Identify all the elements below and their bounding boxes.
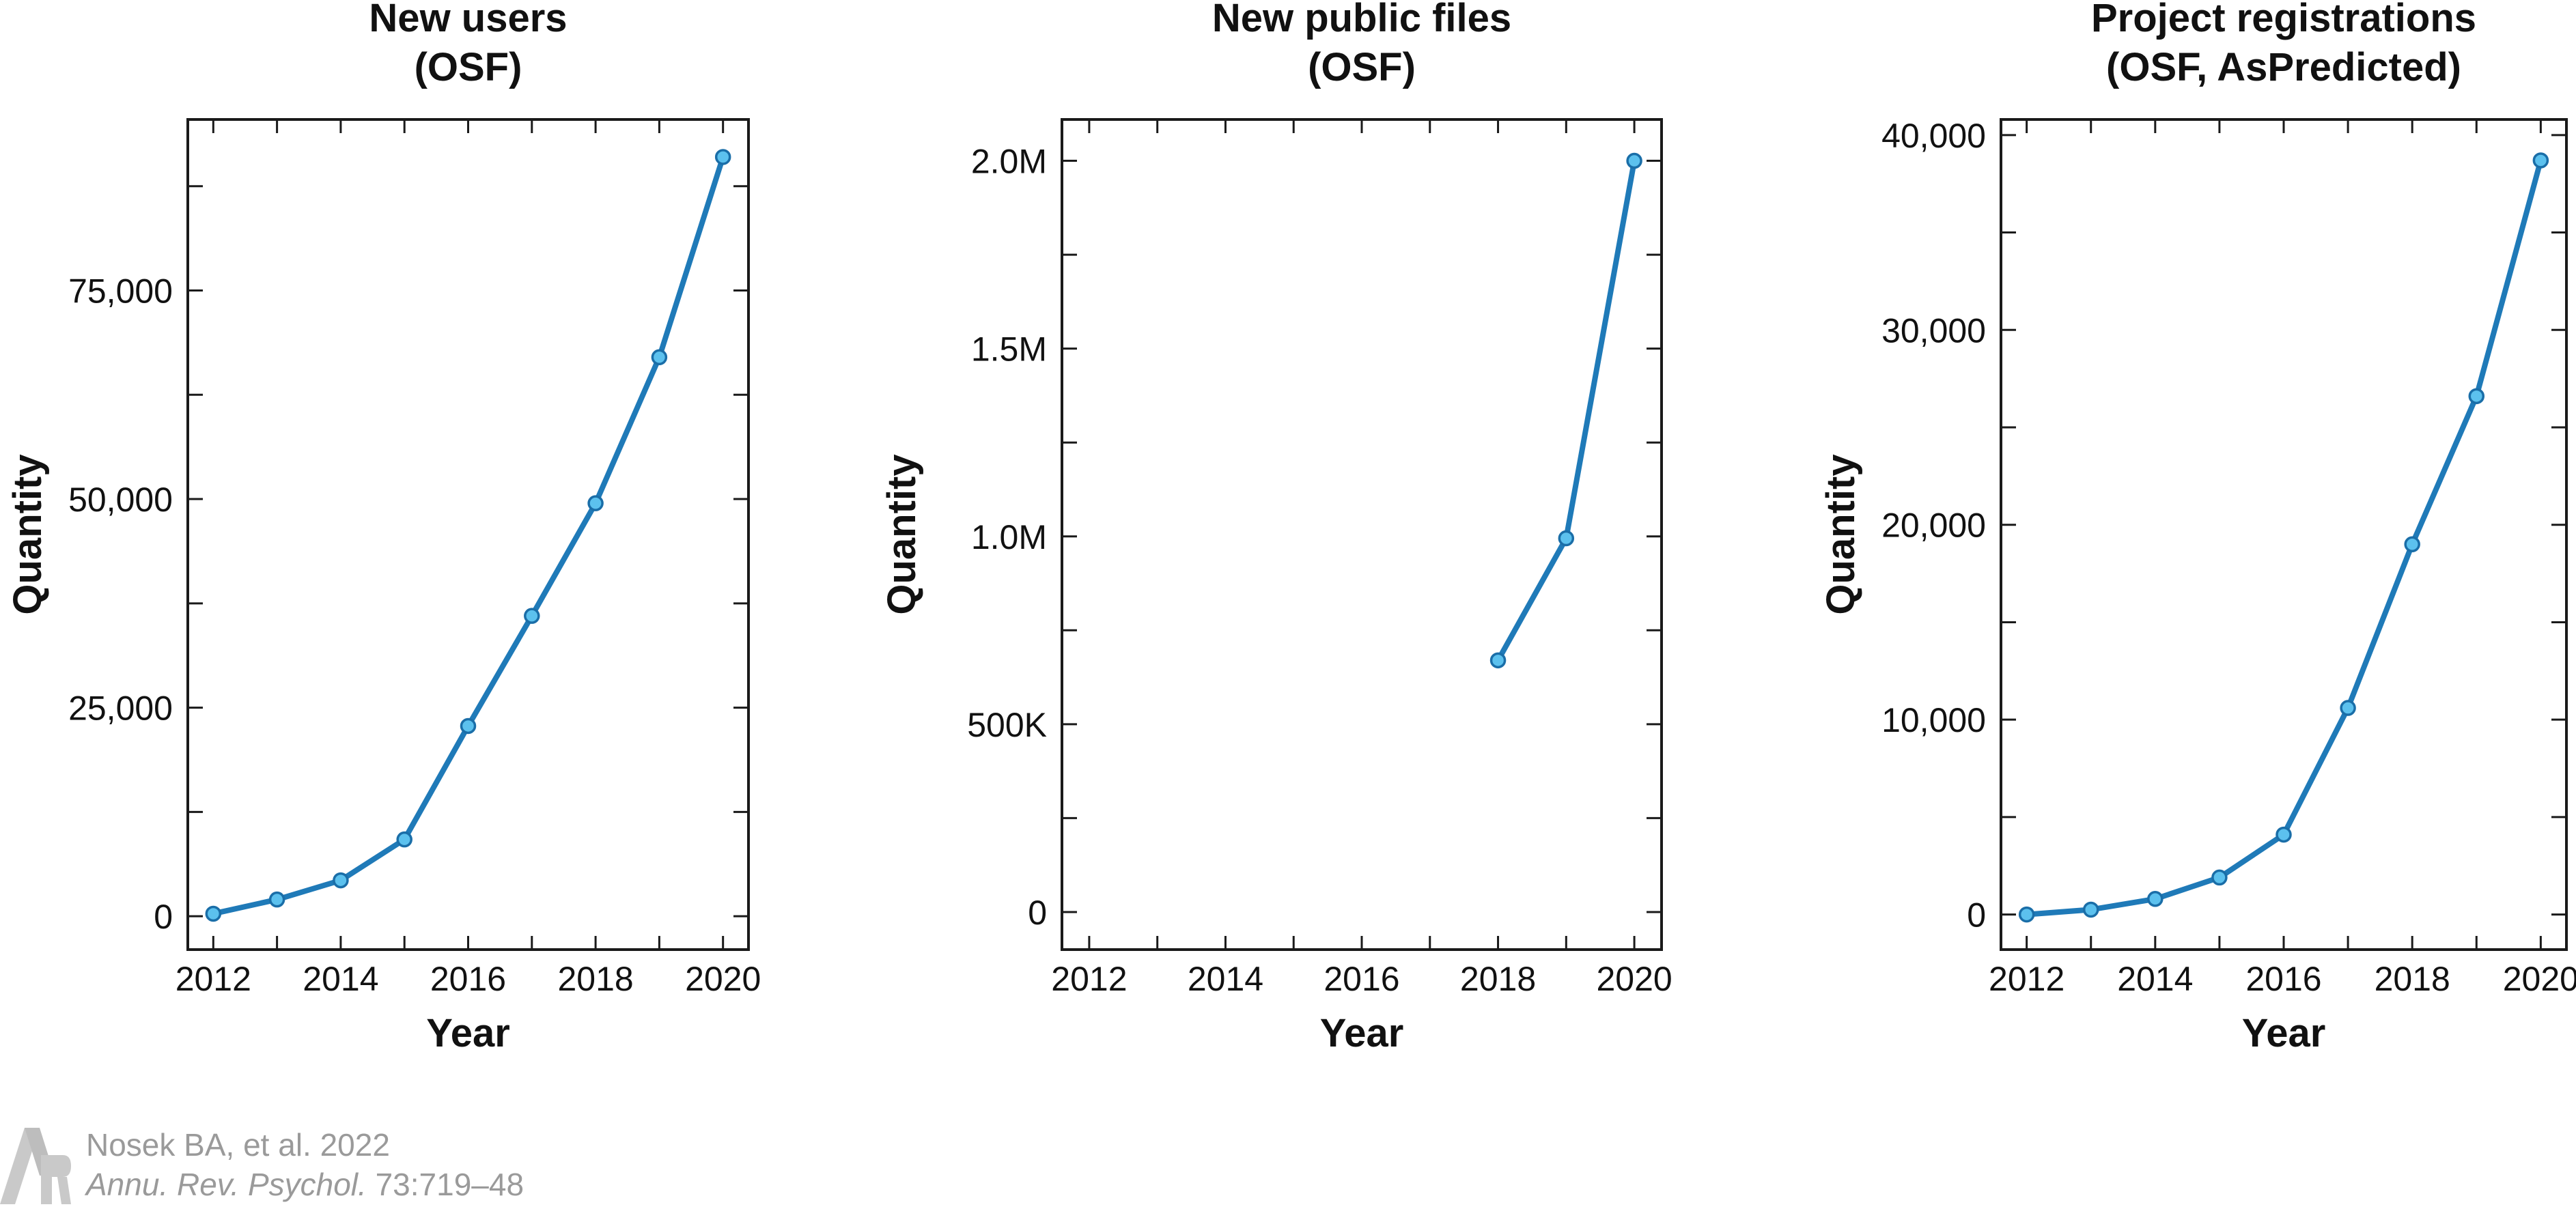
citation-volume: 73:719–48: [375, 1167, 524, 1202]
y-axis-label: Quantity: [880, 454, 924, 614]
data-point: [2404, 536, 2420, 553]
y-tick-label: 40,000: [1881, 117, 1986, 155]
x-tick-label: 2016: [430, 960, 506, 998]
y-tick-label: 0: [1967, 896, 1986, 935]
data-point: [396, 831, 412, 848]
x-tick-label: 2020: [1596, 960, 1672, 998]
x-tick-label: 2018: [1460, 960, 1536, 998]
x-tick-label: 2014: [1188, 960, 1263, 998]
data-point: [2340, 700, 2356, 716]
series-line: [1495, 158, 1638, 664]
x-tick-label: 2012: [1989, 960, 2064, 998]
chart-title-line-1: (OSF): [415, 45, 522, 89]
data-point: [1489, 652, 1507, 669]
x-tick-label: 2018: [2375, 960, 2450, 998]
panel-new-users: New users (OSF) 2012 2014 2016 2018 2020 0 25,00…: [5, 0, 761, 1055]
series-line: [210, 154, 726, 917]
citation-journal-line: Annu. Rev. Psychol. 73:719–48: [86, 1165, 701, 1204]
y-axis-label: Quantity: [1819, 454, 1863, 614]
plot-frame: [2000, 118, 2568, 951]
citation-journal: Annu. Rev. Psychol.: [86, 1167, 367, 1202]
x-axis-label: Year: [2242, 1011, 2326, 1055]
data-point: [2018, 906, 2035, 923]
x-tick-label: 2018: [557, 960, 633, 998]
panel-project-registrations: Project registrations (OSF, AsPredicted) 2…: [1819, 0, 2576, 1055]
x-axis-label: Year: [426, 1011, 510, 1055]
x-tick-label: 2012: [1051, 960, 1127, 998]
data-point: [2532, 152, 2549, 169]
y-tick-label: 1.0M: [971, 518, 1047, 556]
x-tick-label: 2014: [303, 960, 378, 998]
panel-new-public-files: New public files (OSF) 2012 2014 2016 2018 202…: [880, 0, 1672, 1055]
x-tick-label: 2016: [1324, 960, 1399, 998]
data-point: [651, 349, 668, 366]
y-tick-label: 20,000: [1881, 507, 1986, 545]
data-point: [2211, 869, 2228, 886]
data-point: [268, 891, 285, 908]
data-point: [2082, 901, 2099, 918]
data-point: [2276, 826, 2292, 843]
chart-title-line-0: Project registrations: [2091, 0, 2476, 40]
x-tick-label: 2014: [2117, 960, 2193, 998]
data-point: [1558, 530, 1575, 547]
y-tick-label: 2.0M: [971, 143, 1047, 181]
y-axis-label: Quantity: [5, 454, 50, 614]
annual-reviews-logo: [0, 1128, 71, 1204]
chart-title-line-0: New public files: [1212, 0, 1511, 40]
y-tick-label: 0: [154, 898, 173, 936]
x-tick-label: 2020: [685, 960, 761, 998]
citation: Nosek BA, et al. 2022 Annu. Rev. Psychol…: [86, 1125, 701, 1204]
y-tick-label: 1.5M: [971, 330, 1047, 369]
data-point: [460, 717, 477, 735]
chart-title-line-1: (OSF): [1308, 45, 1416, 89]
y-tick-label: 25,000: [68, 689, 173, 728]
data-point: [524, 608, 540, 624]
chart-title-line-0: New users: [369, 0, 567, 40]
x-tick-label: 2016: [2245, 960, 2321, 998]
data-point: [2468, 388, 2485, 405]
chart-title-line-1: (OSF, AsPredicted): [2106, 45, 2461, 89]
data-point: [333, 872, 349, 889]
x-tick-label: 2012: [176, 960, 251, 998]
series-line: [2024, 157, 2544, 918]
plot-frame: [186, 118, 750, 951]
y-tick-label: 75,000: [68, 272, 173, 311]
citation-authors: Nosek BA, et al. 2022: [86, 1127, 390, 1163]
y-tick-label: 30,000: [1881, 311, 1986, 350]
x-axis-label: Year: [1320, 1011, 1404, 1055]
data-point: [205, 905, 222, 922]
data-point: [714, 149, 731, 165]
data-point: [587, 495, 604, 511]
x-tick-label: 2020: [2503, 960, 2576, 998]
y-tick-label: 500K: [967, 706, 1047, 744]
y-tick-label: 50,000: [68, 481, 173, 519]
y-tick-label: 10,000: [1881, 701, 1986, 739]
data-point: [2147, 891, 2164, 907]
data-point: [1626, 152, 1642, 169]
y-tick-label: 0: [1028, 894, 1047, 932]
